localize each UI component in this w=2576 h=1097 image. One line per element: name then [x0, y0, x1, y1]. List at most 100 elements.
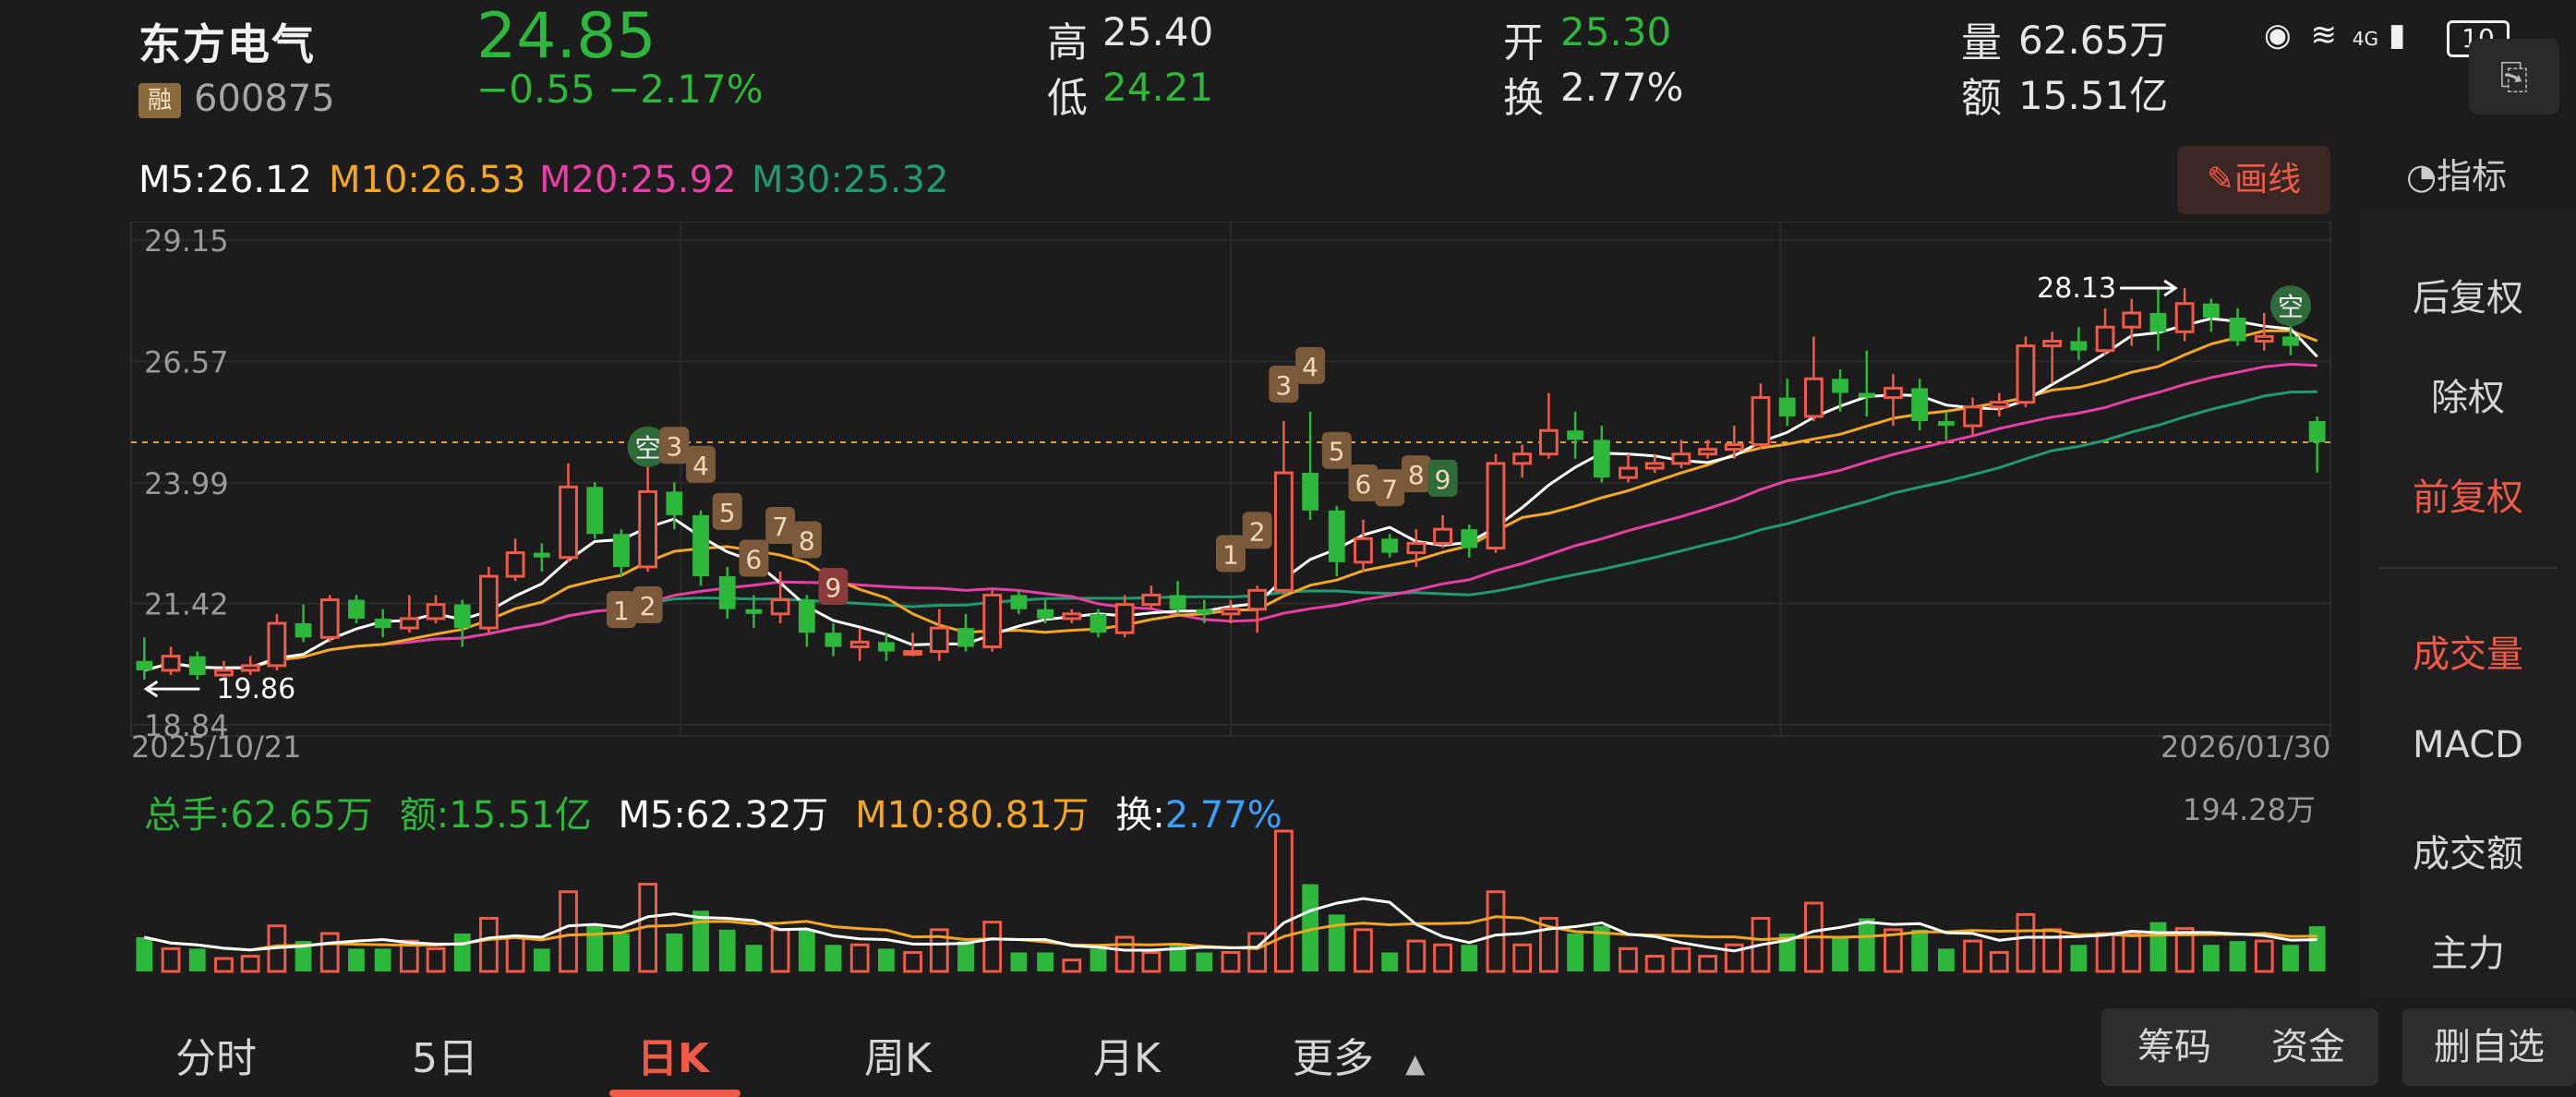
candle-body [1406, 541, 1426, 555]
low-label: 低 [1047, 75, 1088, 122]
volume-bar [1221, 950, 1241, 973]
candle-body [453, 604, 471, 629]
open-label: 开 [1503, 19, 1544, 66]
volume-bar [1512, 943, 1533, 973]
side-item-amount[interactable]: 成交额 [2413, 833, 2523, 875]
candle-body [1274, 471, 1294, 592]
volume-bar [586, 925, 604, 971]
tab-5day[interactable]: 5日 [412, 1035, 478, 1082]
candle-body [2070, 341, 2088, 351]
volume-bar [1698, 955, 1717, 973]
volume-chart[interactable] [0, 813, 2345, 997]
candle-body [2095, 325, 2115, 353]
volume-bar [533, 948, 550, 971]
tab-more-label: 更多 [1293, 1035, 1374, 1082]
side-item-forward-adjusted[interactable]: 前复权 [2413, 476, 2523, 519]
share-icon: ⎘ [2499, 56, 2529, 97]
stock-code: 600875 [194, 78, 335, 120]
sequence-label: 3 [1275, 370, 1292, 401]
candle-body [586, 487, 604, 535]
candle-body [2016, 344, 2036, 404]
chips-button[interactable]: 筹码 [2101, 1008, 2247, 1086]
volume-bar [878, 948, 895, 971]
volume-turnover-value: 2.77% [1164, 794, 1282, 837]
sequence-badge [818, 568, 849, 606]
volume-bar [1858, 918, 1875, 971]
high-arrow-icon [2120, 279, 2178, 297]
volume-bar [2122, 932, 2142, 973]
volume-bar [798, 929, 815, 971]
tab-intraday[interactable]: 分时 [175, 1035, 257, 1082]
volume-bar [718, 929, 736, 971]
sequence-label: 1 [613, 596, 630, 626]
tab-weekly-k[interactable]: 周K [864, 1035, 932, 1082]
side-item-macd[interactable]: MACD [2413, 724, 2523, 766]
candle-body [1114, 603, 1135, 634]
candle-body [718, 576, 736, 609]
candle-body [2282, 336, 2299, 346]
candle-body [1354, 536, 1373, 564]
tab-monthly-k[interactable]: 月K [1093, 1035, 1161, 1082]
candle-body [798, 599, 815, 633]
volume-bar [1751, 916, 1771, 973]
side-item-ex-rights[interactable]: 除权 [2431, 377, 2505, 419]
volume-m10: M10:80.81万 [855, 794, 1089, 837]
share-button[interactable]: ⎘ [2469, 39, 2559, 115]
short-signal-badge [627, 426, 668, 467]
candle-body [1593, 440, 1610, 478]
candle-body [903, 650, 923, 657]
volume-bar [2016, 912, 2036, 973]
volume-bar [1302, 884, 1318, 971]
candle-body [666, 491, 683, 515]
sequence-badge [1375, 469, 1405, 507]
candle-body [1247, 588, 1268, 611]
y-tick-label: 23.99 [144, 466, 229, 501]
volume-bar [1169, 945, 1186, 971]
indicator-button[interactable]: ◔指标 [2406, 148, 2507, 199]
candle-body [982, 593, 1003, 648]
candle-body [770, 598, 790, 616]
sequence-badge [791, 521, 822, 559]
side-item-volume[interactable]: 成交量 [2413, 633, 2523, 676]
sequence-badge [765, 506, 796, 544]
funds-button[interactable]: 资金 [2238, 1008, 2378, 1086]
volume-bar [2282, 945, 2299, 971]
candle-body [319, 598, 340, 639]
y-axis-ticks: 29.15 26.57 23.99 21.42 18.84 [144, 223, 229, 739]
side-item-main-force[interactable]: 主力 [2431, 933, 2505, 975]
sequence-label: 5 [719, 498, 736, 528]
candle-body [505, 551, 525, 578]
candle-body [479, 574, 499, 630]
remove-watchlist-button[interactable]: 删自选 [2402, 1008, 2576, 1086]
stock-name: 东方电气 [138, 19, 316, 69]
candle-body [1141, 593, 1162, 607]
volume-bar [1671, 946, 1691, 973]
tab-more[interactable]: 更多 ▲ [1293, 1025, 1426, 1084]
gauge-icon: ◔ [2406, 156, 2438, 197]
volume-bar [1538, 916, 1559, 973]
candles [136, 287, 2326, 681]
draw-line-button[interactable]: ✎画线 [2177, 146, 2330, 214]
volume-bar [903, 950, 923, 973]
volume-bar [214, 957, 234, 973]
volume-bar [1010, 952, 1028, 971]
sequence-label: 9 [825, 573, 842, 603]
period-tabs: 分时 5日 日K 周K 月K 更多 ▲ [0, 1007, 2576, 1097]
ma20-legend: M20:25.92 [539, 159, 737, 201]
volume-bar [1406, 939, 1426, 973]
indicator-label: 指标 [2437, 156, 2508, 197]
candle-body [1221, 608, 1241, 616]
candle-body [2042, 339, 2063, 348]
side-divider [2378, 567, 2558, 569]
tab-daily-k[interactable]: 日K [637, 1035, 710, 1082]
volume-bar [1884, 928, 1903, 973]
volume-bar [666, 933, 683, 971]
side-item-back-adjusted[interactable]: 后复权 [2413, 277, 2523, 319]
candle-body [957, 628, 974, 647]
price-change-percent: −2.17% [608, 66, 764, 112]
candle-body [426, 603, 446, 621]
volume-bar [2229, 941, 2246, 971]
ma30-legend: M30:25.32 [752, 159, 949, 201]
candle-body [2254, 334, 2274, 343]
